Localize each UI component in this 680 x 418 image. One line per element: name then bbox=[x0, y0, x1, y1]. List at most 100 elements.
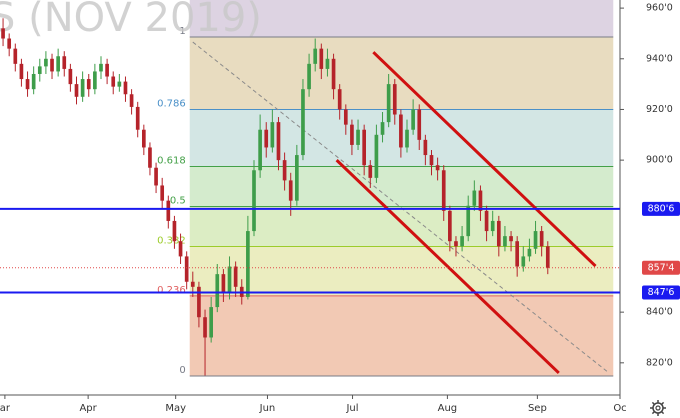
x-tick-label: Oc bbox=[613, 403, 626, 414]
candle-body bbox=[490, 220, 495, 232]
candle-body bbox=[7, 38, 12, 49]
x-tick-label: Sep bbox=[528, 403, 547, 414]
candle-body bbox=[460, 236, 464, 247]
candle-body bbox=[417, 109, 422, 140]
candle-body bbox=[215, 274, 220, 308]
candle-body bbox=[331, 58, 336, 90]
candle-body bbox=[172, 220, 177, 242]
plot-area: 1 0.786 0.618 0.5 0.382 0.236 0 S (NOV 2019) bbox=[0, 0, 614, 377]
candle-body bbox=[545, 246, 550, 268]
candle-body bbox=[227, 266, 232, 292]
fib-band bbox=[189, 246, 614, 296]
price-tag-label: 857'4 bbox=[648, 262, 675, 273]
candle-body bbox=[252, 170, 256, 232]
candle-body bbox=[405, 129, 409, 148]
candle-body bbox=[301, 89, 305, 156]
candle-body bbox=[62, 56, 67, 69]
candle-body bbox=[25, 79, 30, 90]
trend-line bbox=[335, 159, 560, 375]
candle-body bbox=[307, 63, 311, 90]
candle-body bbox=[31, 73, 36, 90]
candle-body bbox=[74, 84, 79, 97]
candle-body bbox=[276, 122, 281, 161]
price-tag bbox=[642, 260, 680, 275]
price-tag bbox=[642, 201, 680, 216]
candle-body bbox=[282, 160, 287, 181]
fib-level-label: 0.236 bbox=[157, 285, 186, 296]
candle-body bbox=[264, 129, 269, 148]
candle-body bbox=[484, 210, 489, 232]
candle-body bbox=[454, 241, 458, 247]
fib-level-label: 0.382 bbox=[157, 236, 186, 247]
fib-level-label: 1 bbox=[179, 26, 185, 37]
candle-body bbox=[472, 190, 477, 206]
candle-body bbox=[319, 48, 324, 69]
candle-body bbox=[80, 79, 85, 97]
candle-body bbox=[368, 165, 373, 178]
candle-body bbox=[93, 71, 97, 90]
candle-body bbox=[135, 106, 140, 130]
fib-level-label: 0.786 bbox=[157, 98, 186, 109]
fib-level-label: 0.618 bbox=[157, 155, 186, 166]
trend-line bbox=[372, 51, 597, 268]
fib-level-label: 0 bbox=[179, 365, 185, 376]
candle-body bbox=[288, 180, 293, 201]
candle-body bbox=[13, 48, 18, 64]
candle-body bbox=[258, 129, 262, 171]
fib-level-label: 0.5 bbox=[170, 195, 186, 206]
candle-body bbox=[399, 114, 403, 148]
candle-body bbox=[362, 129, 367, 166]
y-tick-label: 840'0 bbox=[646, 307, 673, 318]
candle-body bbox=[503, 236, 507, 247]
y-tick-label: 920'0 bbox=[646, 104, 673, 115]
candle-body bbox=[521, 256, 526, 267]
x-tick-label: Apr bbox=[79, 403, 97, 414]
candle-body bbox=[197, 286, 201, 318]
candle-body bbox=[392, 84, 397, 115]
candle-body bbox=[178, 241, 183, 257]
candle-body bbox=[209, 307, 213, 338]
x-tick-label: Jun bbox=[259, 403, 276, 414]
candle-body bbox=[496, 220, 501, 247]
candle-body bbox=[466, 205, 471, 237]
candle-body bbox=[441, 170, 446, 211]
candle-body bbox=[350, 124, 354, 145]
candle-body bbox=[148, 147, 152, 168]
candle-body bbox=[68, 68, 73, 85]
y-tick-label: 940'0 bbox=[646, 53, 673, 64]
candle-body bbox=[37, 66, 42, 74]
candle-body bbox=[105, 63, 109, 77]
y-tick-label: 900'0 bbox=[646, 155, 673, 166]
candle-body bbox=[423, 139, 428, 156]
candle-body bbox=[117, 81, 122, 87]
x-tick-label: Aug bbox=[438, 403, 458, 414]
candle-body bbox=[86, 79, 91, 90]
price-tag-label: 847'6 bbox=[648, 287, 675, 298]
candle-body bbox=[374, 134, 379, 178]
candle-body bbox=[99, 63, 103, 72]
x-tick-label: Jul bbox=[345, 403, 358, 414]
candle-body bbox=[356, 129, 360, 145]
fib-band bbox=[189, 36, 614, 110]
candle-body bbox=[325, 58, 330, 69]
trend-line bbox=[192, 41, 610, 374]
candle-body bbox=[190, 281, 195, 287]
candle-body bbox=[233, 266, 238, 287]
candle-body bbox=[246, 231, 250, 297]
candle-body bbox=[435, 165, 440, 171]
candle-body bbox=[203, 317, 207, 338]
candle-body bbox=[448, 210, 452, 242]
candle-body bbox=[295, 155, 299, 201]
candle-body bbox=[123, 81, 128, 95]
candle-body bbox=[141, 129, 146, 148]
candle-body bbox=[19, 63, 24, 80]
candle-body bbox=[539, 231, 544, 247]
price-tag-label: 880'6 bbox=[648, 203, 675, 214]
candle-body bbox=[1, 28, 5, 39]
candle-body bbox=[509, 236, 513, 242]
price-tag bbox=[642, 285, 680, 300]
candle-body bbox=[221, 274, 226, 292]
candle-body bbox=[129, 94, 134, 107]
settings-icon[interactable] bbox=[650, 400, 666, 416]
